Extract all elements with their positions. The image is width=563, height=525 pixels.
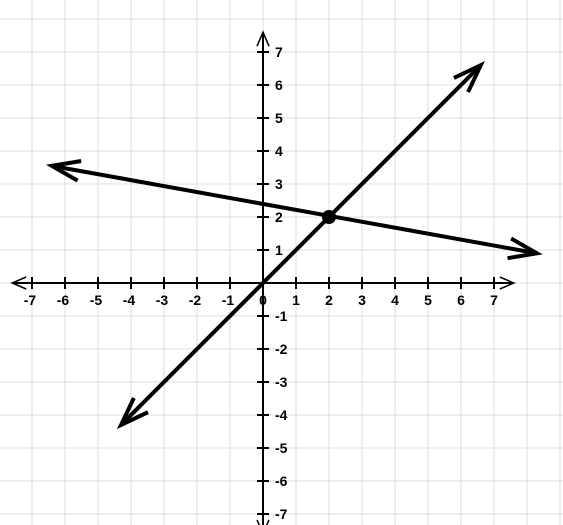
x-tick-label: 6 — [457, 292, 465, 308]
y-tick-label: 6 — [275, 77, 283, 93]
x-tick-label: -7 — [24, 292, 37, 308]
y-tick-label: -5 — [275, 440, 288, 456]
coordinate-plane-chart: -7-6-5-4-3-2-101234567-7-6-5-4-3-2-11234… — [0, 0, 563, 525]
y-tick-label: -1 — [275, 308, 288, 324]
x-tick-label: 1 — [292, 292, 300, 308]
y-tick-label: -7 — [275, 506, 288, 522]
x-tick-label: 2 — [325, 292, 333, 308]
x-tick-label: -5 — [90, 292, 103, 308]
x-tick-label: -1 — [222, 292, 235, 308]
x-tick-label: -4 — [123, 292, 136, 308]
y-tick-label: 4 — [275, 143, 283, 159]
y-tick-label: -4 — [275, 407, 288, 423]
y-tick-label: 7 — [275, 44, 283, 60]
x-tick-label: -2 — [189, 292, 202, 308]
y-tick-label: 3 — [275, 176, 283, 192]
x-tick-label: 3 — [358, 292, 366, 308]
intersection-point — [322, 210, 336, 224]
y-tick-label: 1 — [275, 242, 283, 258]
y-tick-label: -6 — [275, 473, 288, 489]
y-tick-label: -3 — [275, 374, 288, 390]
x-tick-label: 4 — [391, 292, 399, 308]
x-tick-label: -6 — [57, 292, 70, 308]
x-tick-label: 5 — [424, 292, 432, 308]
y-tick-label: -2 — [275, 341, 288, 357]
y-tick-label: 5 — [275, 110, 283, 126]
x-tick-label: -3 — [156, 292, 169, 308]
x-tick-label: 0 — [259, 292, 267, 308]
x-tick-label: 7 — [490, 292, 498, 308]
y-tick-label: 2 — [275, 209, 283, 225]
